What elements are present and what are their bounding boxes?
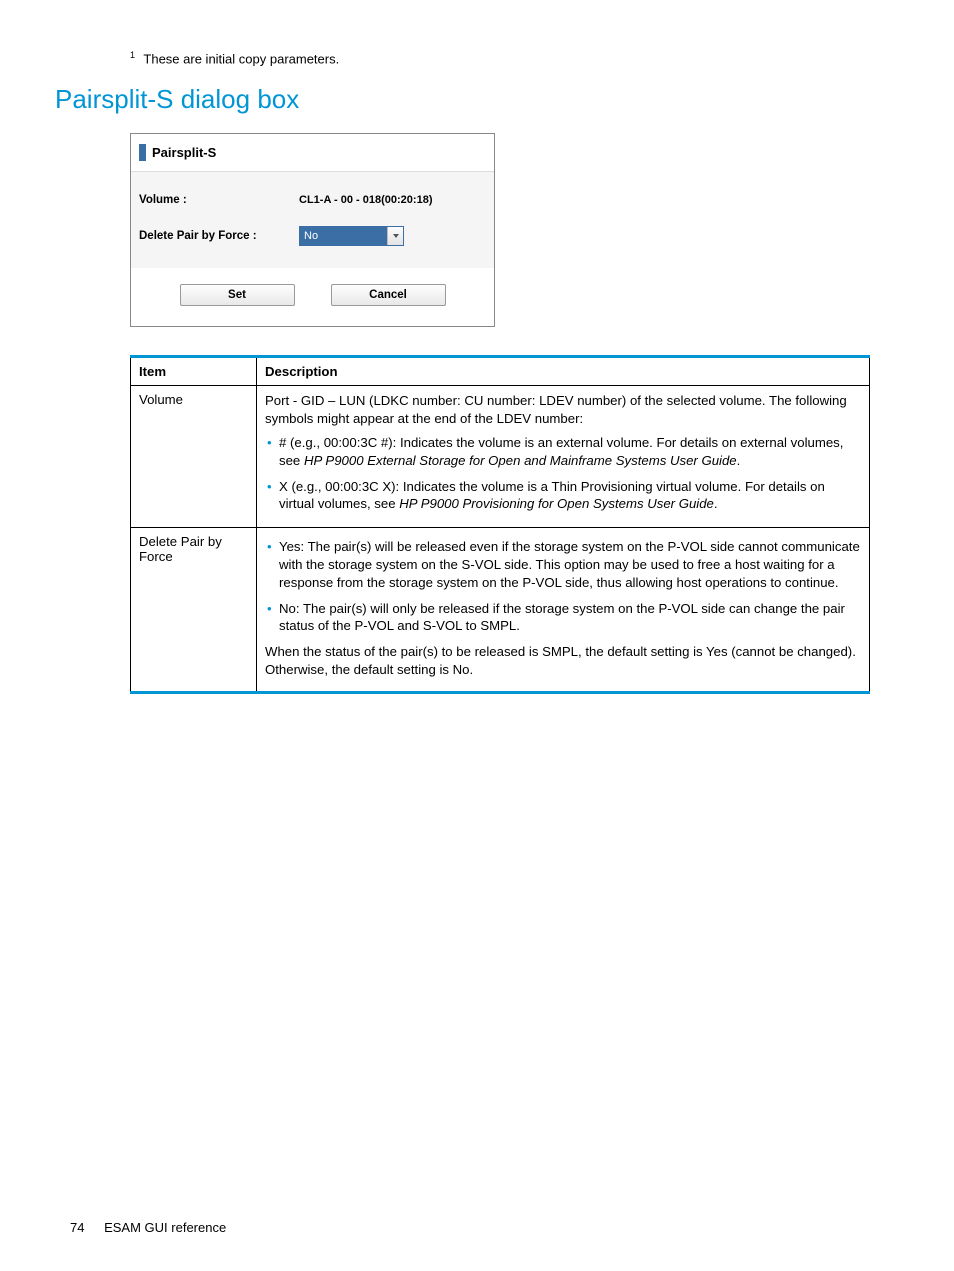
list-item: X (e.g., 00:00:3C X): Indicates the volu… [265, 478, 861, 514]
title-accent-icon [139, 144, 146, 161]
dialog-title: Pairsplit-S [152, 145, 216, 160]
table-row: Volume Port - GID – LUN (LDKC number: CU… [131, 386, 870, 528]
section-title: Pairsplit-S dialog box [55, 84, 884, 115]
cancel-button[interactable]: Cancel [331, 284, 446, 306]
desc-intro: Port - GID – LUN (LDKC number: CU number… [265, 392, 861, 428]
table-row: Delete Pair by Force Yes: The pair(s) wi… [131, 528, 870, 693]
page-footer: 74 ESAM GUI reference [70, 1220, 226, 1235]
dialog-titlebar: Pairsplit-S [131, 134, 494, 172]
select-value: No [300, 227, 387, 245]
reference-table: Item Description Volume Port - GID – LUN… [130, 355, 870, 694]
cell-item: Volume [131, 386, 257, 528]
list-item: No: The pair(s) will only be released if… [265, 600, 861, 636]
cell-desc: Port - GID – LUN (LDKC number: CU number… [257, 386, 870, 528]
list-item: # (e.g., 00:00:3C #): Indicates the volu… [265, 434, 861, 470]
volume-label: Volume : [139, 194, 299, 206]
volume-value: CL1-A - 00 - 018(00:20:18) [299, 194, 432, 206]
footer-title: ESAM GUI reference [104, 1220, 226, 1235]
chevron-down-icon[interactable] [387, 227, 403, 245]
page-number: 74 [70, 1220, 84, 1235]
footnote-marker: 1 [130, 50, 135, 60]
pairsplit-s-dialog: Pairsplit-S Volume : CL1-A - 00 - 018(00… [130, 133, 495, 327]
col-item: Item [131, 357, 257, 386]
cell-item: Delete Pair by Force [131, 528, 257, 693]
footnote: 1 These are initial copy parameters. [130, 50, 884, 66]
desc-outro: When the status of the pair(s) to be rel… [265, 643, 861, 679]
delete-by-force-select[interactable]: No [299, 226, 404, 246]
col-description: Description [257, 357, 870, 386]
footnote-text: These are initial copy parameters. [143, 51, 339, 66]
cell-desc: Yes: The pair(s) will be released even i… [257, 528, 870, 693]
list-item: Yes: The pair(s) will be released even i… [265, 538, 861, 591]
set-button[interactable]: Set [180, 284, 295, 306]
delete-by-force-label: Delete Pair by Force : [139, 230, 299, 242]
